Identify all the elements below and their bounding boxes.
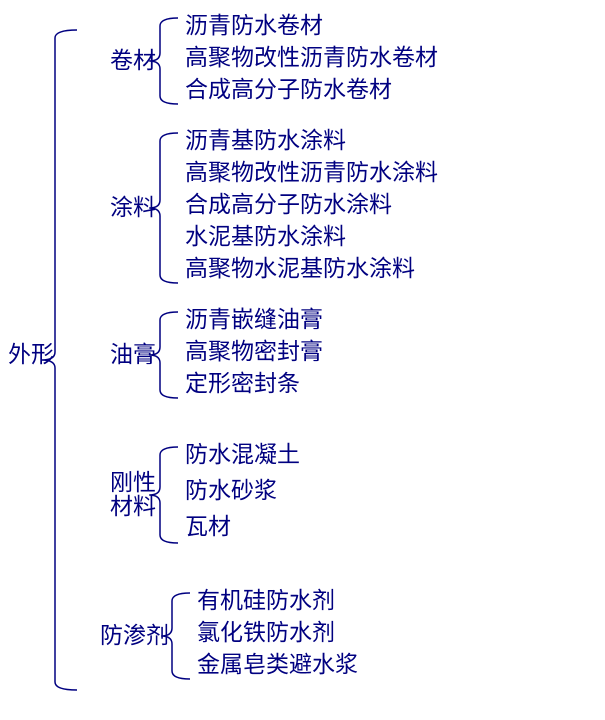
leaf-item: 高聚物水泥基防水涂料 (185, 256, 415, 281)
leaf-item: 沥青防水卷材 (185, 13, 323, 38)
category-label-line2: 材料 (110, 494, 156, 519)
root-brace (42, 30, 77, 690)
leaf-item: 定形密封条 (185, 371, 300, 396)
leaf-item: 瓦材 (185, 514, 231, 539)
leaf-item: 沥青嵌缝油膏 (185, 307, 323, 332)
category-label: 刚性 (110, 470, 156, 495)
leaf-item: 有机硅防水剂 (197, 588, 335, 613)
leaf-item: 高聚物改性沥青防水涂料 (185, 160, 438, 185)
leaf-item: 高聚物密封膏 (185, 339, 323, 364)
leaf-item: 高聚物改性沥青防水卷材 (185, 45, 438, 70)
leaf-item: 合成高分子防水卷材 (185, 77, 392, 102)
leaf-item: 金属皂类避水浆 (197, 652, 358, 677)
leaf-item: 合成高分子防水涂料 (185, 192, 392, 217)
category-label: 涂料 (110, 195, 156, 220)
category-brace (149, 133, 178, 283)
tree-diagram: 外形 卷材 沥青防水卷材高聚物改性沥青防水卷材合成高分子防水卷材涂料 沥青基防水涂料… (0, 0, 605, 720)
leaf-item: 沥青基防水涂料 (185, 128, 346, 153)
leaf-item: 防水砂浆 (185, 478, 277, 503)
category-label: 卷材 (110, 48, 156, 73)
category-brace (149, 18, 178, 104)
leaf-item: 防水混凝土 (185, 442, 300, 467)
root-label: 外形 (8, 342, 54, 367)
leaf-item: 氯化铁防水剂 (197, 620, 335, 645)
category-brace (149, 312, 178, 398)
category-label: 防渗剂 (100, 623, 169, 648)
category-brace (149, 447, 178, 543)
category-brace (161, 593, 190, 679)
category-label: 油膏 (110, 342, 156, 367)
leaf-item: 水泥基防水涂料 (185, 224, 346, 249)
